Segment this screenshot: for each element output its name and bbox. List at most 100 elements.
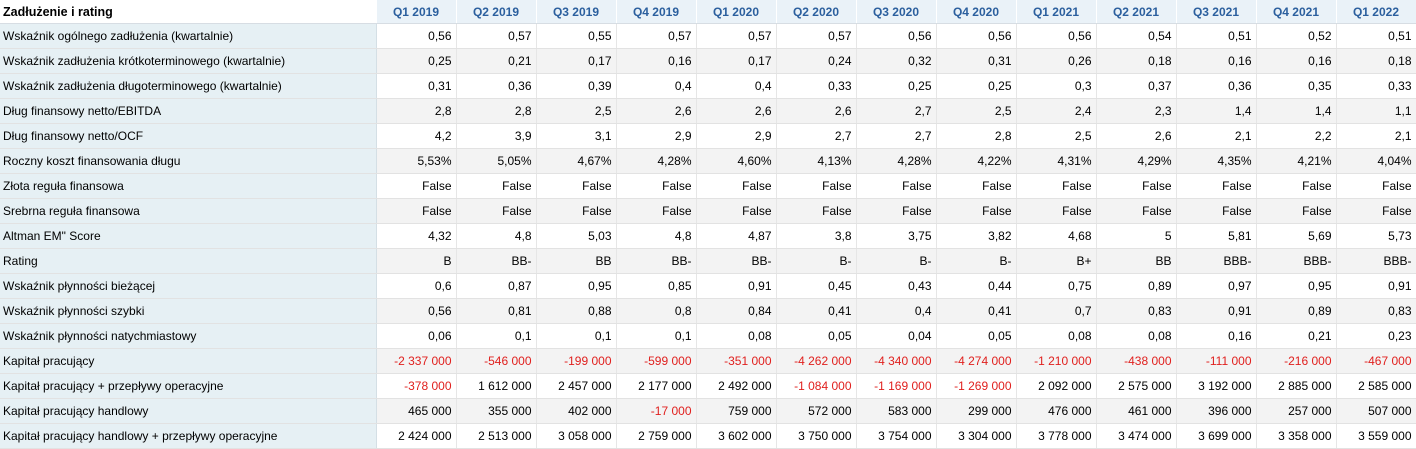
table-cell: False	[1256, 173, 1337, 199]
table-cell: 396 000	[1176, 398, 1257, 424]
column-header-quarter[interactable]: Q3 2021	[1176, 0, 1257, 24]
table-cell: 0,35	[1256, 73, 1337, 99]
row-label[interactable]: Altman EM" Score	[0, 223, 377, 249]
table-cell: 0,57	[456, 23, 537, 49]
column-header-quarter[interactable]: Q3 2020	[856, 0, 937, 24]
table-row: Srebrna reguła finansowa False False False F…	[0, 198, 1416, 224]
row-label[interactable]: Wskaźnik płynności bieżącej	[0, 273, 377, 299]
table-cell: -111 000	[1176, 348, 1257, 374]
table-cell: 2,5	[936, 98, 1017, 124]
row-label[interactable]: Wskaźnik płynności natychmiastowy	[0, 323, 377, 349]
column-header-quarter[interactable]: Q3 2019	[536, 0, 617, 24]
table-cell: BB	[1096, 248, 1177, 274]
table-cell: BBB-	[1256, 248, 1337, 274]
column-header-quarter[interactable]: Q4 2020	[936, 0, 1017, 24]
table-cell: False	[456, 173, 537, 199]
table-cell: 0,89	[1096, 273, 1177, 299]
table-cell: 0,45	[776, 273, 857, 299]
table-cell: -1 210 000	[1016, 348, 1097, 374]
table-cell: False	[856, 198, 937, 224]
table-cell: 2,7	[856, 98, 937, 124]
table-cell: 5,81	[1176, 223, 1257, 249]
table-cell: 5,03	[536, 223, 617, 249]
table-cell: 4,32	[376, 223, 457, 249]
table-cell: 0,84	[696, 298, 777, 324]
column-header-quarter[interactable]: Q4 2021	[1256, 0, 1337, 24]
row-label[interactable]: Wskaźnik ogólnego zadłużenia (kwartalnie…	[0, 23, 377, 49]
table-cell: -17 000	[616, 398, 697, 424]
table-cell: 1,4	[1256, 98, 1337, 124]
table-cell: 2,6	[776, 98, 857, 124]
table-cell: 0,75	[1016, 273, 1097, 299]
table-cell: False	[1176, 198, 1257, 224]
table-cell: 4,8	[616, 223, 697, 249]
row-label[interactable]: Kapitał pracujący + przepływy operacyjne	[0, 373, 377, 399]
table-cell: 507 000	[1336, 398, 1416, 424]
table-cell: 0,05	[776, 323, 857, 349]
table-cell: 2,9	[696, 123, 777, 149]
table-row: Wskaźnik płynności natychmiastowy 0,06 0,1…	[0, 323, 1416, 349]
table-cell: 4,22%	[936, 148, 1017, 174]
table-cell: 0,88	[536, 298, 617, 324]
row-label[interactable]: Rating	[0, 248, 377, 274]
column-header-quarter[interactable]: Q2 2021	[1096, 0, 1177, 24]
table-row: Kapitał pracujący -2 337 000 -546 000 -199 …	[0, 348, 1416, 374]
row-label[interactable]: Wskaźnik płynności szybki	[0, 298, 377, 324]
table-cell: 0,7	[1016, 298, 1097, 324]
table-cell: 476 000	[1016, 398, 1097, 424]
table-cell: 0,43	[856, 273, 937, 299]
table-cell: B	[376, 248, 457, 274]
table-cell: B-	[936, 248, 1017, 274]
table-cell: 4,87	[696, 223, 777, 249]
table-cell: 0,32	[856, 48, 937, 74]
table-cell: 0,18	[1096, 48, 1177, 74]
column-header-quarter[interactable]: Q4 2019	[616, 0, 697, 24]
table-cell: 0,91	[1176, 298, 1257, 324]
table-cell: -599 000	[616, 348, 697, 374]
table-row: Dług finansowy netto/OCF 4,2 3,9 3,1 2,9 2,9 2…	[0, 123, 1416, 149]
table-cell: -1 084 000	[776, 373, 857, 399]
table-title: Zadłużenie i rating	[0, 0, 377, 24]
row-label[interactable]: Srebrna reguła finansowa	[0, 198, 377, 224]
row-label[interactable]: Dług finansowy netto/OCF	[0, 123, 377, 149]
table-cell: 4,04%	[1336, 148, 1416, 174]
table-cell: 4,21%	[1256, 148, 1337, 174]
table-cell: 0,1	[456, 323, 537, 349]
column-header-quarter[interactable]: Q2 2019	[456, 0, 537, 24]
table-cell: 0,41	[936, 298, 1017, 324]
table-cell: -216 000	[1256, 348, 1337, 374]
table-cell: 0,56	[376, 23, 457, 49]
table-cell: False	[616, 173, 697, 199]
table-row: Kapitał pracujący handlowy + przepływy o…	[0, 423, 1416, 449]
table-cell: -378 000	[376, 373, 457, 399]
row-label[interactable]: Wskaźnik zadłużenia długoterminowego (kw…	[0, 73, 377, 99]
table-body: Wskaźnik ogólnego zadłużenia (kwartalnie…	[0, 23, 1416, 449]
table-row: Roczny koszt finansowania długu 5,53% 5,05…	[0, 148, 1416, 174]
column-header-quarter[interactable]: Q1 2020	[696, 0, 777, 24]
column-header-quarter[interactable]: Q1 2022	[1336, 0, 1416, 24]
row-label[interactable]: Wskaźnik zadłużenia krótkoterminowego (k…	[0, 48, 377, 74]
column-header-quarter[interactable]: Q2 2020	[776, 0, 857, 24]
table-cell: 0,25	[856, 73, 937, 99]
table-cell: -1 269 000	[936, 373, 1017, 399]
table-cell: 0,36	[1176, 73, 1257, 99]
table-cell: 4,35%	[1176, 148, 1257, 174]
table-cell: 0,1	[536, 323, 617, 349]
table-cell: 0,04	[856, 323, 937, 349]
table-cell: 759 000	[696, 398, 777, 424]
row-label[interactable]: Kapitał pracujący handlowy + przepływy o…	[0, 423, 377, 449]
row-label[interactable]: Kapitał pracujący	[0, 348, 377, 374]
row-label[interactable]: Złota reguła finansowa	[0, 173, 377, 199]
column-header-quarter[interactable]: Q1 2019	[376, 0, 457, 24]
column-header-quarter[interactable]: Q1 2021	[1016, 0, 1097, 24]
table-cell: 2,5	[1016, 123, 1097, 149]
row-label[interactable]: Roczny koszt finansowania długu	[0, 148, 377, 174]
table-cell: 0,24	[776, 48, 857, 74]
table-cell: False	[1016, 198, 1097, 224]
table-cell: -1 169 000	[856, 373, 937, 399]
table-cell: False	[1096, 198, 1177, 224]
row-label[interactable]: Kapitał pracujący handlowy	[0, 398, 377, 424]
table-cell: 0,56	[936, 23, 1017, 49]
row-label[interactable]: Dług finansowy netto/EBITDA	[0, 98, 377, 124]
